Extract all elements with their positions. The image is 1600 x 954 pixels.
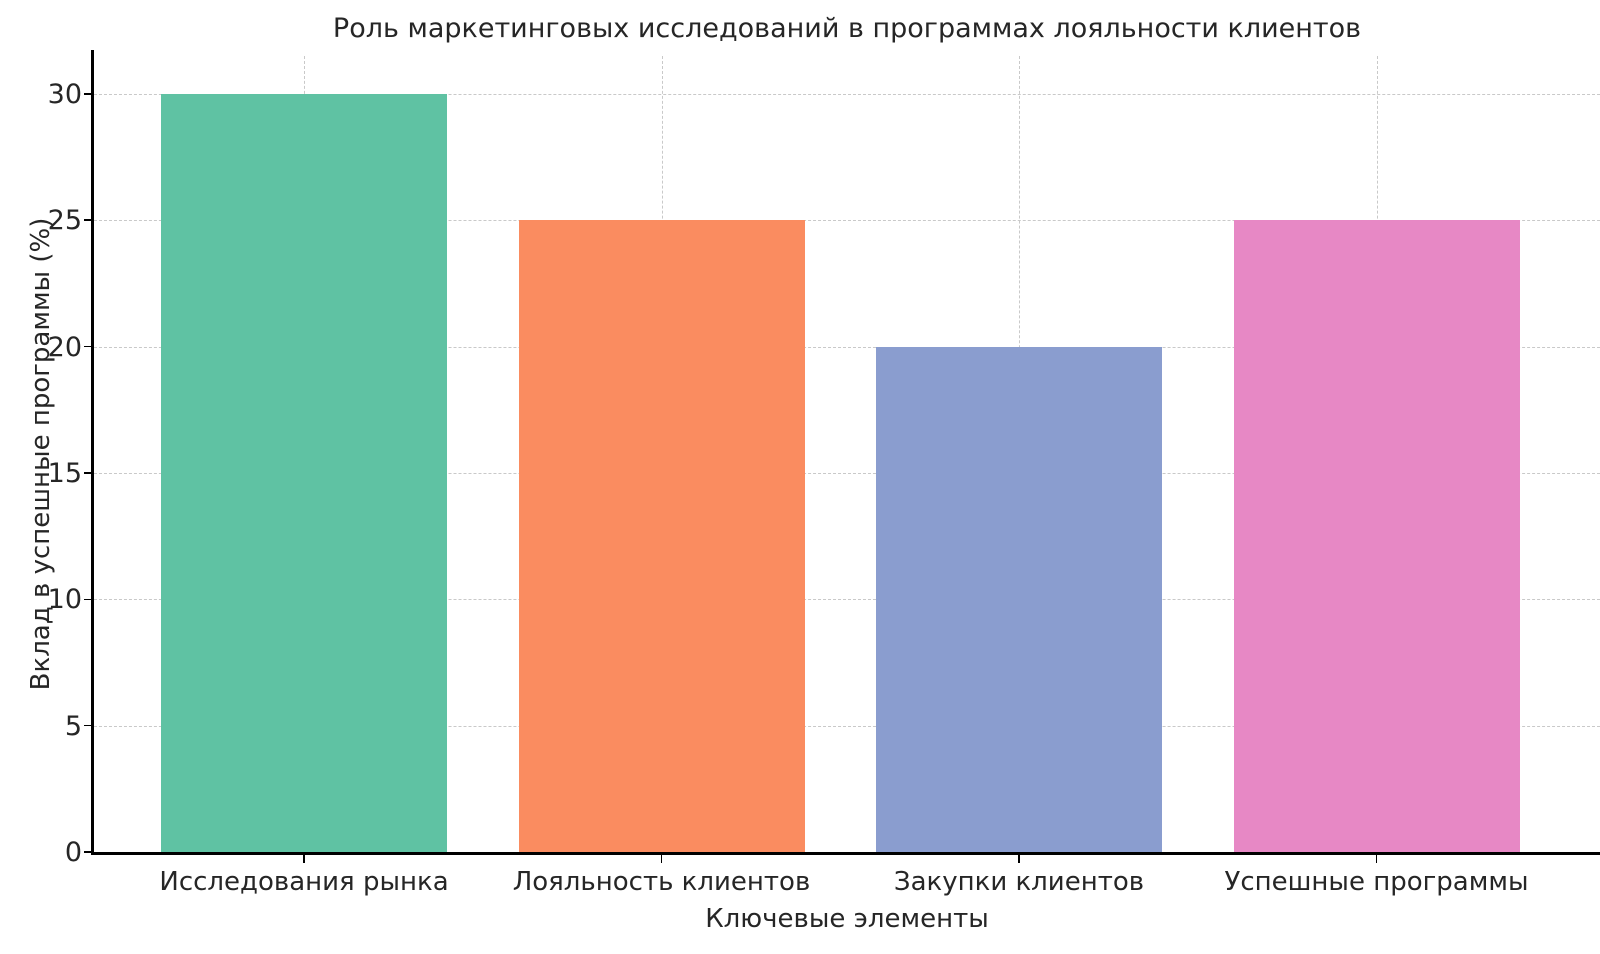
y-tick-mark [84, 724, 92, 727]
x-tick-mark [1375, 855, 1378, 863]
chart-title: Роль маркетинговых исследований в програ… [332, 13, 1362, 44]
gridline-horizontal [94, 346, 1600, 348]
y-tick-label: 10 [47, 584, 82, 616]
x-tick-label: Лояльность клиентов [512, 867, 811, 897]
bar-1[interactable] [161, 93, 447, 852]
x-tick-mark [1018, 855, 1020, 863]
x-tick-mark [660, 855, 663, 863]
x-axis-title: Ключевые элементы [705, 904, 989, 934]
gridline-horizontal [94, 220, 1600, 222]
y-tick-mark [84, 219, 92, 222]
x-tick-label: Закупки клиентов [893, 867, 1145, 897]
y-tick-label: 0 [64, 837, 82, 868]
gridline-horizontal [94, 725, 1600, 727]
y-tick-mark [84, 345, 92, 348]
x-tick-mark [303, 855, 305, 863]
y-tick-label: 5 [64, 710, 82, 742]
y-tick-label: 30 [47, 78, 82, 110]
bar-3[interactable] [876, 346, 1162, 852]
y-tick-label: 25 [47, 205, 82, 237]
gridline-horizontal [94, 472, 1600, 474]
gridline-horizontal [94, 93, 1600, 95]
plot-area [94, 56, 1600, 853]
x-tick-label: Исследования рынка [159, 867, 449, 897]
y-tick-mark [84, 598, 92, 601]
y-tick-mark [84, 93, 92, 95]
bar-2[interactable] [518, 220, 805, 852]
y-axis-spine [91, 50, 94, 855]
x-tick-label: Успешные программы [1224, 867, 1529, 897]
x-axis-spine [91, 852, 1600, 855]
y-tick-label: 15 [47, 457, 82, 489]
y-tick-mark [84, 472, 92, 474]
y-tick-mark [84, 851, 92, 853]
y-axis-title-text: Вклад в успешные программы (%) [26, 217, 56, 691]
gridline-horizontal [94, 599, 1600, 601]
bar-4[interactable] [1233, 220, 1520, 852]
y-tick-label: 20 [47, 331, 82, 363]
